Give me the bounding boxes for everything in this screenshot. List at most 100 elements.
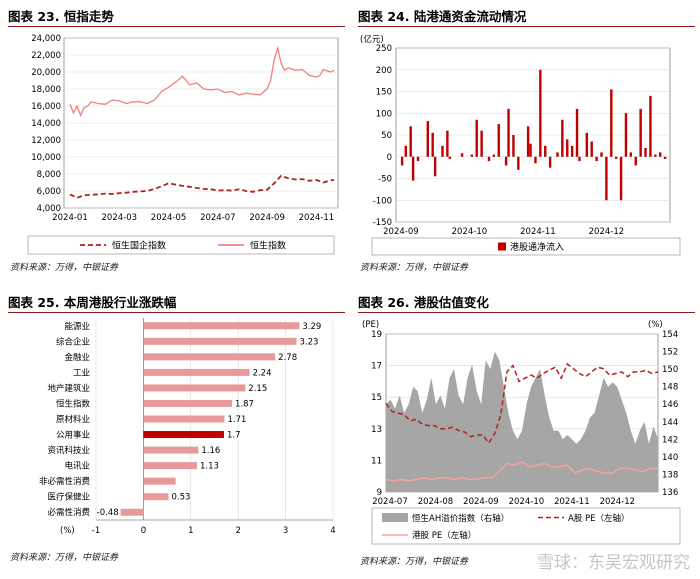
sector-bar: [143, 446, 199, 454]
x-tick-label: 2024-09: [383, 227, 419, 237]
series-line-2: [385, 461, 658, 482]
y-tick-label: 100: [376, 109, 392, 119]
flow-bar: [561, 119, 564, 157]
flow-bar: [639, 108, 642, 157]
y-tick-label: 18,000: [31, 85, 61, 95]
value-label: 0.53: [172, 493, 191, 503]
legend-label: 恒生指数: [250, 240, 286, 252]
flow-bar: [654, 154, 657, 157]
y-tick-label: 16,000: [31, 102, 61, 112]
flow-bar: [400, 156, 404, 166]
panel-hang-seng-trend: 图表 23. 恒指走势 4,000 6,000 8,000 10,000 12,000 1…: [8, 6, 345, 276]
flow-bar: [649, 95, 652, 157]
x-tick-label: 2024-09: [249, 213, 285, 223]
flow-bar: [487, 156, 491, 162]
y-tick-label: 8,000: [37, 170, 61, 180]
x-tick-label: 2024-10: [509, 497, 545, 507]
value-label: 1.71: [227, 415, 246, 425]
y-tick-label: -100: [373, 196, 392, 206]
left-tick-label: 13: [371, 425, 382, 435]
value-label: 1.13: [200, 462, 219, 472]
flow-bar: [426, 121, 430, 157]
hang-seng-line-chart: 4,000 6,000 8,000 10,000 12,000 14,000 16,000 1…: [27, 34, 339, 255]
sector-bar: [143, 462, 197, 470]
left-tick-label: 11: [371, 456, 382, 466]
x-tick-label: 2024-10: [452, 227, 488, 237]
flow-bar: [544, 145, 547, 157]
flow-bar: [539, 69, 542, 157]
value-label: 1.87: [235, 399, 254, 409]
right-tick-label: 136: [662, 488, 678, 498]
flow-bar: [475, 119, 478, 157]
sector-bar: [143, 368, 250, 376]
sector-bar: [143, 431, 224, 439]
y-tick-label: 250: [376, 44, 392, 54]
panel-valuation: 图表 26. 港股估值变化 (PE) (%) 9 11 13 15 17 19 136 138 14…: [358, 292, 695, 572]
flow-bar: [629, 152, 633, 157]
series-line-1: [385, 362, 659, 445]
x-tick-label: 4: [330, 526, 335, 536]
title-rule: [8, 312, 345, 313]
y-tick-label: 10,000: [31, 153, 61, 163]
sector-change-bar-chart: -1 0 1 2 3 4 (%) 能源业 3.29 综合企业 3.23 金融业 2.78 工业 2.24 地产…: [39, 318, 336, 536]
flow-bar: [659, 152, 662, 157]
legend-box: [371, 507, 681, 545]
x-tick-label: 2024-12: [589, 227, 625, 237]
category-label: 综合企业: [56, 336, 90, 347]
category-label: 恒生指数: [56, 398, 91, 409]
flow-bar: [480, 130, 483, 157]
series-area-0: [386, 351, 658, 492]
flow-bar: [663, 156, 667, 159]
flow-bar: [644, 148, 647, 157]
category-label: 非必需性消费: [39, 476, 91, 487]
category-label: 原材料业: [56, 414, 90, 425]
flow-bar: [526, 126, 530, 157]
x-tick-label: 2024-11: [520, 227, 556, 237]
panel-title: 图表 23. 恒指走势: [8, 9, 114, 24]
right-tick-label: 152: [662, 348, 678, 358]
value-label: -0.48: [97, 508, 119, 518]
value-label: 2.24: [253, 368, 272, 378]
flow-bar: [460, 153, 464, 157]
flow-bar: [566, 139, 569, 157]
value-label: 2.15: [248, 384, 267, 394]
source-note: 资料来源：万得，中银证券: [10, 263, 119, 273]
right-tick-label: 140: [662, 453, 678, 463]
series-line-1: [69, 45, 335, 117]
legend-label: 港股 PE（左轴）: [412, 530, 476, 541]
x-tick-label: -1: [92, 526, 100, 536]
flow-bar: [431, 132, 434, 157]
right-tick-label: 144: [662, 418, 678, 428]
left-tick-label: 15: [371, 393, 382, 403]
y-tick-label: 6,000: [37, 187, 61, 197]
flow-bar: [534, 156, 537, 164]
value-label: 1.16: [201, 446, 220, 456]
x-tick-label: 1: [188, 526, 193, 536]
sector-bar: [143, 337, 297, 345]
y-unit-label: (亿元): [360, 34, 384, 45]
flow-bar: [605, 156, 608, 201]
flow-bar: [570, 145, 574, 157]
source-note: 资料来源：万得，中银证券: [360, 263, 469, 273]
flow-bar: [433, 156, 437, 177]
flow-bar: [619, 156, 623, 201]
value-label: 3.29: [302, 322, 321, 332]
flow-bar: [448, 156, 452, 159]
sector-bar: [143, 322, 300, 330]
flow-bar: [517, 156, 520, 170]
category-label: 能源业: [64, 321, 90, 332]
legend-swatch-0: [382, 513, 408, 522]
flow-bar: [470, 154, 474, 157]
source-note: 资料来源：万得，中银证券: [10, 553, 119, 563]
flow-bar: [404, 145, 407, 157]
legend-swatch-0: [498, 242, 506, 251]
category-label: 地产建筑业: [47, 383, 90, 394]
right-tick-label: 138: [662, 470, 678, 480]
flow-bar: [411, 156, 415, 181]
right-tick-label: 150: [662, 365, 678, 375]
flow-bar: [600, 152, 603, 157]
category-label: 医疗保健业: [47, 492, 90, 503]
x-tick-label: 3: [283, 526, 288, 536]
legend-label: 港股通净流入: [510, 241, 564, 253]
sector-bar: [143, 399, 233, 407]
